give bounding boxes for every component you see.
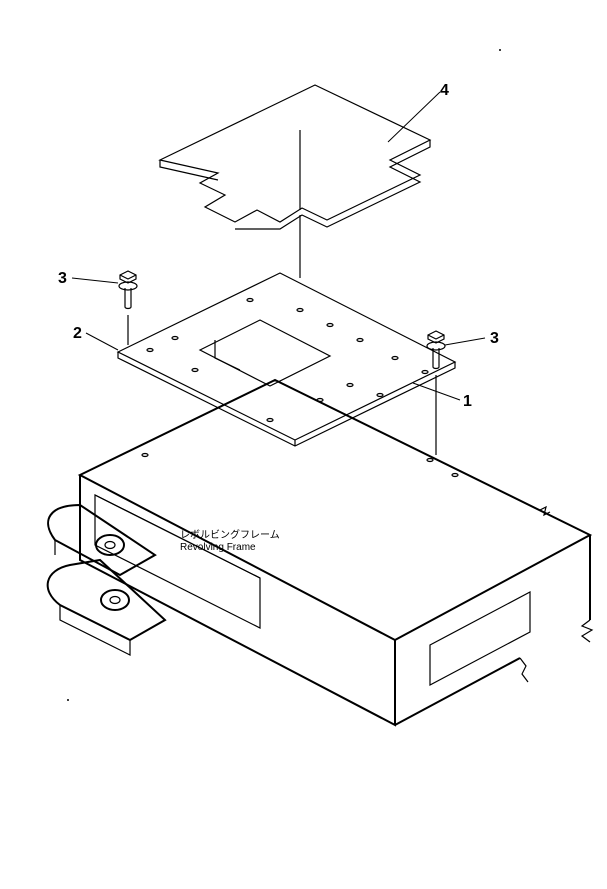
callout-2: 2 (73, 325, 82, 342)
callout-1: 1 (463, 393, 472, 410)
top-cover-plate (160, 85, 430, 229)
frame-label-jp: レボルビングフレーム (180, 528, 280, 541)
mounting-plate (118, 273, 455, 446)
callout-3-right: 3 (490, 330, 499, 347)
bolt-left (119, 271, 137, 309)
callout-3-left: 3 (58, 270, 67, 287)
assembly-diagram: レボルビングフレーム Revolving Frame 4 3 2 3 1 (0, 0, 607, 889)
callout-4: 4 (440, 82, 449, 99)
frame-label-en: Revolving Frame (180, 542, 256, 553)
revolving-frame: レボルビングフレーム Revolving Frame (48, 380, 592, 725)
pivot-lug (48, 505, 165, 655)
